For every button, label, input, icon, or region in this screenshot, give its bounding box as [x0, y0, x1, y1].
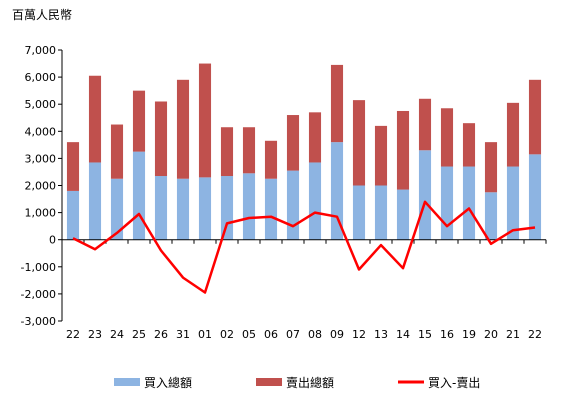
x-tick-label: 20: [484, 328, 498, 341]
legend-swatch-buy: [114, 378, 140, 386]
unit-label: 百萬人民幣: [12, 8, 73, 22]
bar-buy: [286, 170, 300, 240]
y-tick-label: 7,000: [25, 44, 57, 57]
bar-sell: [484, 142, 498, 193]
bar-buy: [264, 178, 278, 240]
bar-sell: [462, 123, 476, 167]
y-tick-label: -1,000: [21, 261, 56, 274]
x-tick-label: 12: [352, 328, 366, 341]
x-tick-label: 08: [308, 328, 322, 341]
bar-buy: [110, 178, 124, 240]
bar-sell: [242, 127, 256, 174]
x-tick-label: 07: [286, 328, 300, 341]
bar-sell: [374, 125, 388, 186]
bar-sell: [396, 110, 410, 190]
bar-buy: [308, 162, 322, 240]
x-tick-label: 16: [440, 328, 454, 341]
x-tick-label: 23: [88, 328, 102, 341]
bar-sell: [176, 79, 190, 179]
bar-sell: [528, 79, 542, 155]
x-tick-label: 14: [396, 328, 410, 341]
y-tick-label: -2,000: [21, 288, 56, 301]
y-tick-label: 3,000: [25, 152, 57, 165]
legend-swatch-sell: [256, 378, 282, 386]
bar-sell: [286, 115, 300, 171]
bar-sell: [506, 102, 520, 167]
bar-buy: [154, 176, 168, 240]
y-tick-label: 4,000: [25, 125, 57, 138]
bar-sell: [264, 140, 278, 179]
bar-sell: [308, 112, 322, 163]
bar-buy: [132, 151, 146, 240]
bar-sell: [220, 127, 234, 177]
y-tick-label: -3,000: [21, 315, 56, 328]
bar-buy: [176, 178, 190, 240]
x-tick-label: 06: [264, 328, 278, 341]
x-tick-label: 01: [198, 328, 212, 341]
x-tick-label: 22: [66, 328, 80, 341]
bar-sell: [132, 90, 146, 152]
bar-buy: [396, 189, 410, 240]
bar-sell: [352, 100, 366, 186]
x-tick-label: 02: [220, 328, 234, 341]
y-tick-label: 0: [49, 234, 56, 247]
x-tick-label: 24: [110, 328, 124, 341]
bar-buy: [506, 166, 520, 240]
bar-buy: [418, 150, 432, 240]
bar-buy: [374, 185, 388, 240]
net-line: [72, 200, 536, 294]
legend-label-net: 買入-賣出: [428, 375, 480, 390]
bar-sell: [440, 108, 454, 167]
x-tick-label: 09: [330, 328, 344, 341]
bar-sell: [154, 101, 168, 177]
bar-buy: [484, 192, 498, 240]
x-tick-label: 21: [506, 328, 520, 341]
bar-buy: [220, 176, 234, 240]
x-tick-label: 19: [462, 328, 476, 341]
bar-buy: [88, 162, 102, 240]
y-tick-label: 2,000: [25, 180, 57, 193]
x-tick-label: 13: [374, 328, 388, 341]
x-tick-label: 25: [132, 328, 146, 341]
bar-buy: [198, 177, 212, 240]
legend-label-buy: 買入總額: [144, 375, 192, 390]
x-tick-label: 15: [418, 328, 432, 341]
bar-buy: [352, 185, 366, 240]
x-tick-label: 26: [154, 328, 168, 341]
bar-buy: [66, 190, 80, 240]
x-tick-label: 22: [528, 328, 542, 341]
bar-sell: [198, 63, 212, 178]
bar-buy: [528, 154, 542, 240]
legend-label-sell: 賣出總額: [286, 375, 334, 390]
y-tick-label: 1,000: [25, 207, 57, 220]
y-tick-label: 5,000: [25, 98, 57, 111]
bar-buy: [242, 173, 256, 240]
bar-buy: [440, 166, 454, 240]
bar-sell: [88, 75, 102, 163]
bar-sell: [330, 64, 344, 143]
bar-buy: [462, 166, 476, 240]
x-tick-label: 05: [242, 328, 256, 341]
y-tick-label: 6,000: [25, 71, 57, 84]
bar-sell: [66, 142, 80, 191]
bar-sell: [110, 124, 124, 179]
bar-sell: [418, 98, 432, 151]
x-tick-label: 31: [176, 328, 190, 341]
